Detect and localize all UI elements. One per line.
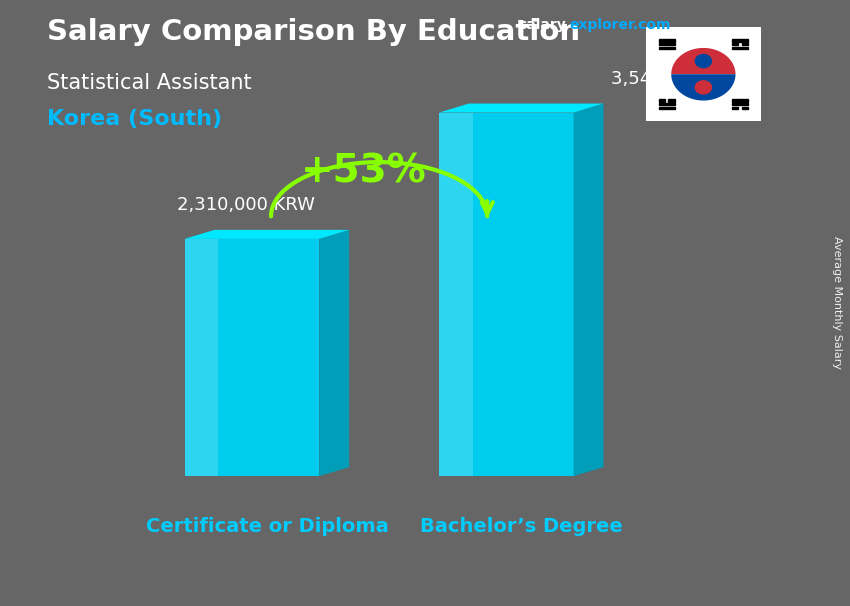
Polygon shape — [439, 113, 473, 476]
Text: Korea (South): Korea (South) — [47, 109, 222, 129]
Bar — [659, 99, 665, 102]
Text: Statistical Assistant: Statistical Assistant — [47, 73, 252, 93]
Polygon shape — [184, 230, 349, 239]
Bar — [659, 103, 675, 105]
Polygon shape — [672, 48, 735, 75]
Bar — [659, 39, 675, 42]
Bar — [732, 99, 748, 102]
Bar — [742, 43, 748, 45]
Bar — [732, 47, 748, 49]
Bar — [659, 43, 675, 45]
Bar — [742, 107, 748, 109]
Text: Salary Comparison By Education: Salary Comparison By Education — [47, 18, 580, 46]
Bar — [659, 107, 675, 109]
Polygon shape — [184, 239, 320, 476]
Bar — [668, 99, 675, 102]
Polygon shape — [320, 230, 349, 476]
Polygon shape — [184, 239, 218, 476]
Text: 2,310,000 KRW: 2,310,000 KRW — [177, 196, 315, 214]
Text: 3,540,000 KRW: 3,540,000 KRW — [611, 70, 749, 88]
Text: Certificate or Diploma: Certificate or Diploma — [145, 517, 388, 536]
Circle shape — [695, 55, 711, 68]
Polygon shape — [439, 113, 574, 476]
Text: salary: salary — [518, 18, 566, 32]
Polygon shape — [574, 104, 603, 476]
Text: Average Monthly Salary: Average Monthly Salary — [832, 236, 842, 370]
Text: Bachelor’s Degree: Bachelor’s Degree — [420, 517, 622, 536]
Text: +53%: +53% — [301, 152, 427, 190]
Circle shape — [672, 48, 735, 101]
Polygon shape — [672, 75, 735, 101]
Text: explorer.com: explorer.com — [570, 18, 671, 32]
Bar — [732, 43, 739, 45]
Circle shape — [695, 81, 711, 94]
Bar — [732, 107, 739, 109]
Polygon shape — [439, 104, 604, 113]
Bar — [732, 103, 748, 105]
Bar — [659, 47, 675, 49]
Bar — [732, 39, 748, 42]
